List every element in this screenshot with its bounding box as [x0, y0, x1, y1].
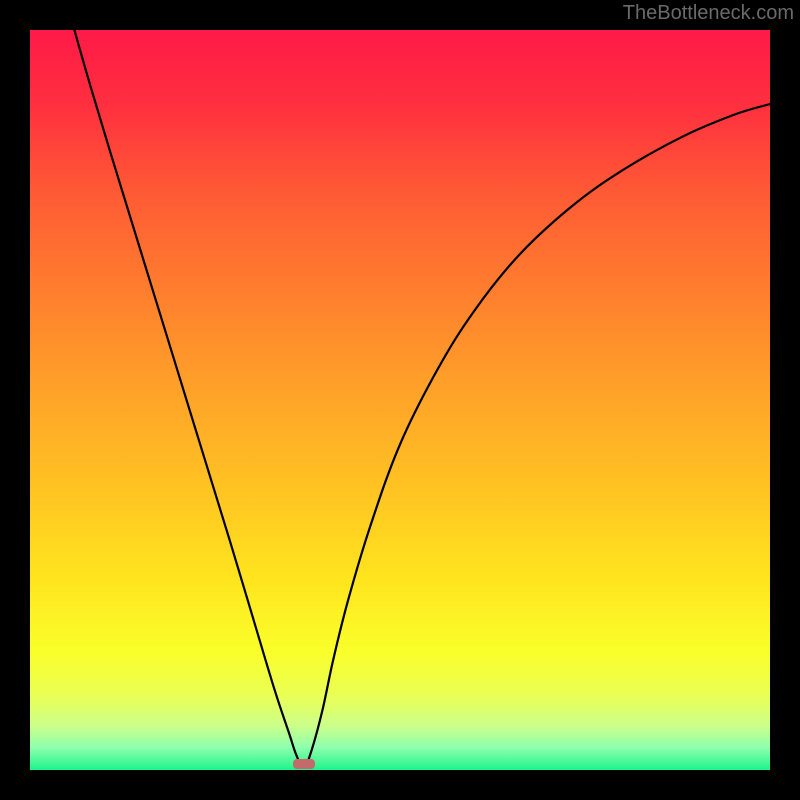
frame-border-left — [0, 0, 30, 800]
frame-border-bottom — [0, 770, 800, 800]
watermark-text: TheBottleneck.com — [623, 2, 794, 25]
minimum-marker — [293, 759, 315, 769]
plot-area — [30, 30, 770, 770]
frame-border-right — [770, 0, 800, 800]
bottleneck-curve — [30, 30, 770, 770]
